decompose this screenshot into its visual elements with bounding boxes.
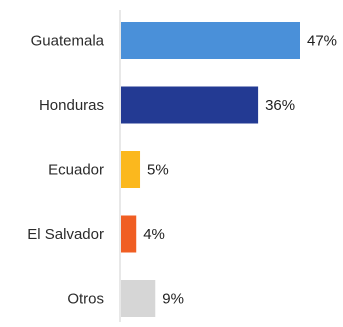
bar-honduras	[121, 86, 259, 124]
category-label-ecuador: Ecuador	[48, 162, 104, 179]
value-label-el-salvador: 4%	[143, 226, 165, 243]
category-label-honduras: Honduras	[39, 97, 104, 114]
bar-otros	[121, 280, 156, 317]
value-label-honduras: 36%	[265, 97, 295, 114]
category-label-guatemala: Guatemala	[31, 33, 105, 50]
value-label-otros: 9%	[162, 291, 184, 308]
bars-layer: Guatemala 47% Honduras 36% Ecuador 5% El Salva…	[27, 22, 337, 317]
value-label-guatemala: 47%	[307, 33, 337, 50]
value-label-ecuador: 5%	[147, 162, 169, 179]
category-label-otros: Otros	[67, 291, 104, 308]
category-label-el-salvador: El Salvador	[27, 226, 104, 243]
bar-guatemala	[121, 22, 300, 59]
bar-el-salvador	[121, 215, 137, 253]
bar-ecuador	[121, 151, 141, 188]
